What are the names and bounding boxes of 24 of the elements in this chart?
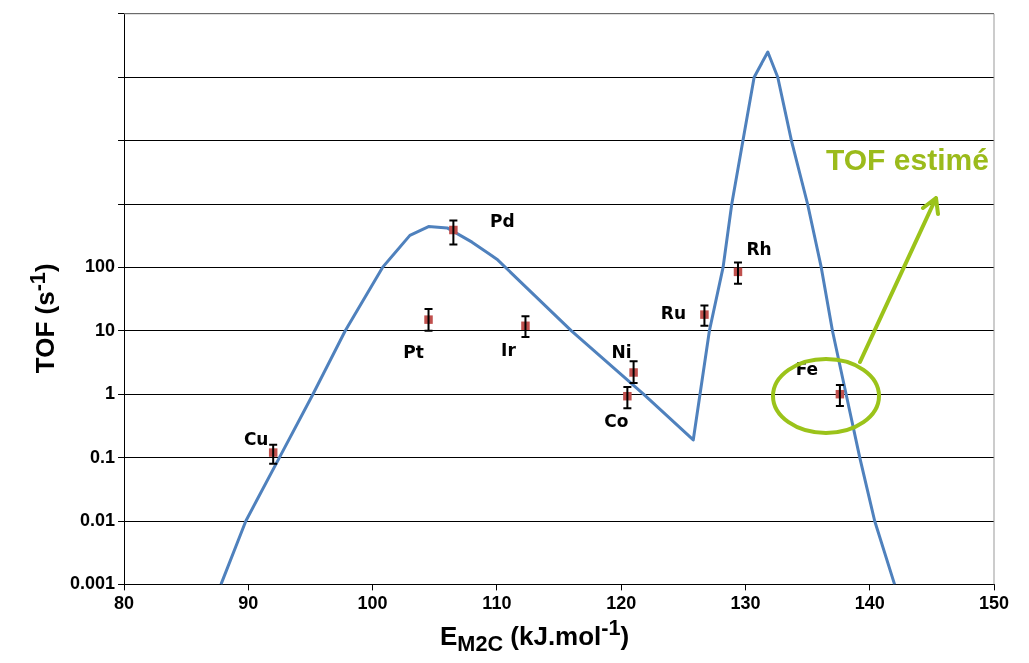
annotation: Cu xyxy=(243,429,269,449)
y-tick-label: 1 xyxy=(105,383,116,404)
y-tick-label: 0.01 xyxy=(80,509,116,530)
x-tick-label: 100 xyxy=(357,593,388,614)
y-tick-label: 100 xyxy=(85,256,116,277)
annotation: Ni xyxy=(611,341,632,362)
y-tick-label: 10 xyxy=(95,319,116,340)
x-tick-label: 90 xyxy=(238,593,259,614)
annotation: TOF estimé xyxy=(826,143,989,177)
x-tick-label: 120 xyxy=(606,593,637,614)
x-tick-label: 110 xyxy=(482,593,512,614)
annotation: Pt xyxy=(403,342,424,363)
x-tick-label: 150 xyxy=(978,593,1010,614)
annotation: Rh xyxy=(746,239,772,260)
annotation: Pd xyxy=(490,211,515,232)
x-tick-label: 140 xyxy=(854,593,885,614)
x-tick-label: 130 xyxy=(730,593,761,614)
annotation: Ru xyxy=(660,303,687,324)
y-tick-label: 0.1 xyxy=(90,446,116,467)
annotation: Ir xyxy=(501,340,517,361)
x-axis-title: E$_{M2C}$ (kJ.mol$^{-1}$) xyxy=(440,615,630,657)
annotation: Co xyxy=(604,410,629,431)
x-tick-label: 80 xyxy=(114,593,135,614)
y-tick-label: 0.001 xyxy=(70,573,116,594)
